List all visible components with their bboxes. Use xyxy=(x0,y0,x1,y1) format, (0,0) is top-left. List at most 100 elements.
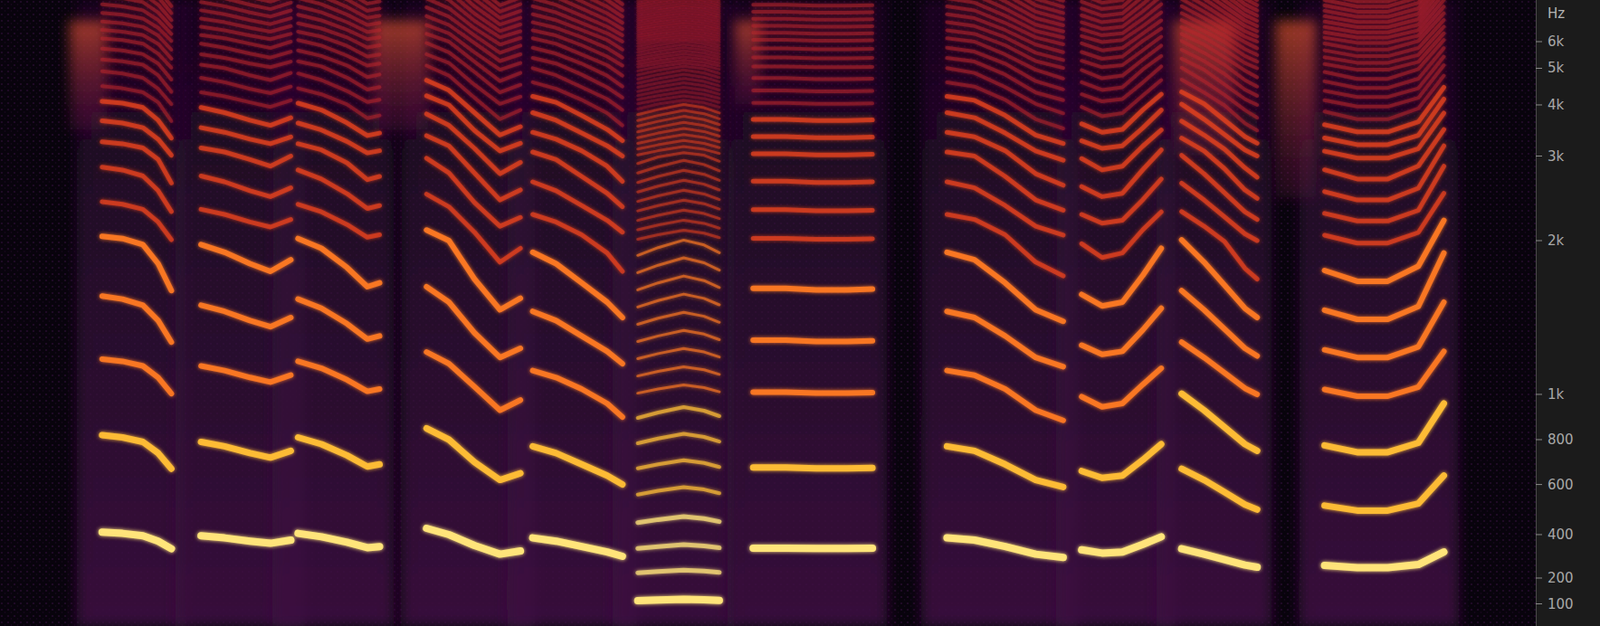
harmonic xyxy=(426,428,521,481)
harmonic xyxy=(102,201,172,240)
y-tick-label: 6k xyxy=(1547,33,1565,50)
harmonic xyxy=(638,170,720,183)
y-tick xyxy=(1535,41,1543,43)
harmonic xyxy=(200,107,291,126)
harmonic xyxy=(102,142,172,184)
harmonic xyxy=(638,348,720,359)
harmonic xyxy=(533,113,623,157)
y-tick-label: 2k xyxy=(1547,232,1565,249)
harmonic xyxy=(752,11,873,13)
harmonic xyxy=(638,407,720,419)
harmonic xyxy=(1081,66,1162,102)
harmonic xyxy=(1181,0,1258,16)
harmonic xyxy=(638,312,720,324)
y-tick-label: 600 xyxy=(1547,476,1574,494)
harmonic xyxy=(200,127,291,144)
fundamental xyxy=(297,533,380,549)
harmonic xyxy=(1181,211,1258,280)
harmonic xyxy=(946,0,1064,1)
y-tick-label: 100 xyxy=(1547,596,1574,613)
harmonic xyxy=(1081,45,1162,78)
fundamental xyxy=(1324,552,1445,568)
harmonic xyxy=(1324,220,1445,282)
harmonic xyxy=(200,77,291,94)
harmonic xyxy=(102,29,172,59)
y-tick xyxy=(1535,393,1543,395)
segment-haze xyxy=(1156,0,1272,626)
harmonic xyxy=(297,123,380,153)
harmonic xyxy=(638,460,720,469)
y-tick-label: 800 xyxy=(1547,431,1574,448)
harmonic xyxy=(946,82,1064,129)
fundamental xyxy=(200,535,291,543)
y-tick xyxy=(1535,155,1543,157)
harmonic xyxy=(752,30,873,36)
harmonic xyxy=(752,119,873,121)
harmonic xyxy=(297,438,380,467)
harmonic xyxy=(200,0,291,2)
harmonic xyxy=(752,288,873,291)
harmonic xyxy=(1181,67,1258,118)
marks xyxy=(69,0,1459,626)
harmonic xyxy=(1081,248,1162,307)
harmonic xyxy=(752,48,873,50)
harmonic xyxy=(638,219,720,230)
harmonic xyxy=(752,103,873,105)
harmonic xyxy=(297,238,380,287)
harmonic xyxy=(200,366,291,383)
harmonic xyxy=(297,143,380,181)
harmonic xyxy=(638,366,720,376)
harmonic xyxy=(752,38,873,43)
plot-background xyxy=(0,0,1536,626)
harmonic xyxy=(102,0,172,28)
harmonic xyxy=(426,229,521,310)
fundamental xyxy=(533,538,623,557)
harmonic xyxy=(1324,253,1445,320)
y-axis-label: Hz xyxy=(1547,5,1565,22)
harmonic xyxy=(426,0,521,6)
axis-panel xyxy=(1535,0,1600,626)
harmonic xyxy=(752,77,873,79)
fundamental xyxy=(102,532,172,549)
harmonic xyxy=(638,229,720,239)
harmonic xyxy=(200,148,291,167)
segment-haze xyxy=(612,0,734,626)
harmonic xyxy=(426,95,521,152)
harmonic xyxy=(297,361,380,391)
harmonic xyxy=(1181,239,1258,318)
harmonic xyxy=(638,152,720,164)
harmonic xyxy=(946,152,1064,210)
harmonic xyxy=(752,90,873,92)
harmonic xyxy=(1324,403,1445,453)
segment-haze xyxy=(727,0,887,626)
harmonic xyxy=(752,464,873,472)
harmonic xyxy=(1181,0,1258,11)
harmonic xyxy=(1181,393,1258,451)
harmonic xyxy=(533,6,623,42)
fundamental xyxy=(638,599,720,601)
harmonic xyxy=(752,64,873,69)
harmonic xyxy=(533,0,623,11)
y-tick-label: 400 xyxy=(1547,526,1574,543)
harmonic xyxy=(638,384,720,393)
harmonic xyxy=(752,238,873,239)
y-tick-label: 1k xyxy=(1547,386,1565,403)
harmonic xyxy=(533,252,623,318)
harmonic xyxy=(102,48,172,80)
y-tick-label: 4k xyxy=(1547,96,1565,114)
harmonic xyxy=(533,311,623,364)
harmonic xyxy=(946,0,1064,8)
harmonic xyxy=(1081,0,1162,3)
harmonic xyxy=(638,276,720,290)
harmonic xyxy=(297,0,380,4)
spectrogram-chart: 1002004006008001k2k3k4k5k6kHz xyxy=(0,0,1600,626)
harmonic xyxy=(946,252,1064,322)
harmonic xyxy=(200,209,291,228)
harmonic xyxy=(102,0,172,7)
harmonic xyxy=(638,0,720,4)
y-tick xyxy=(1535,484,1543,486)
harmonic xyxy=(752,136,873,138)
y-tick xyxy=(1535,438,1543,440)
harmonic xyxy=(1181,79,1258,131)
harmonic xyxy=(638,516,720,524)
